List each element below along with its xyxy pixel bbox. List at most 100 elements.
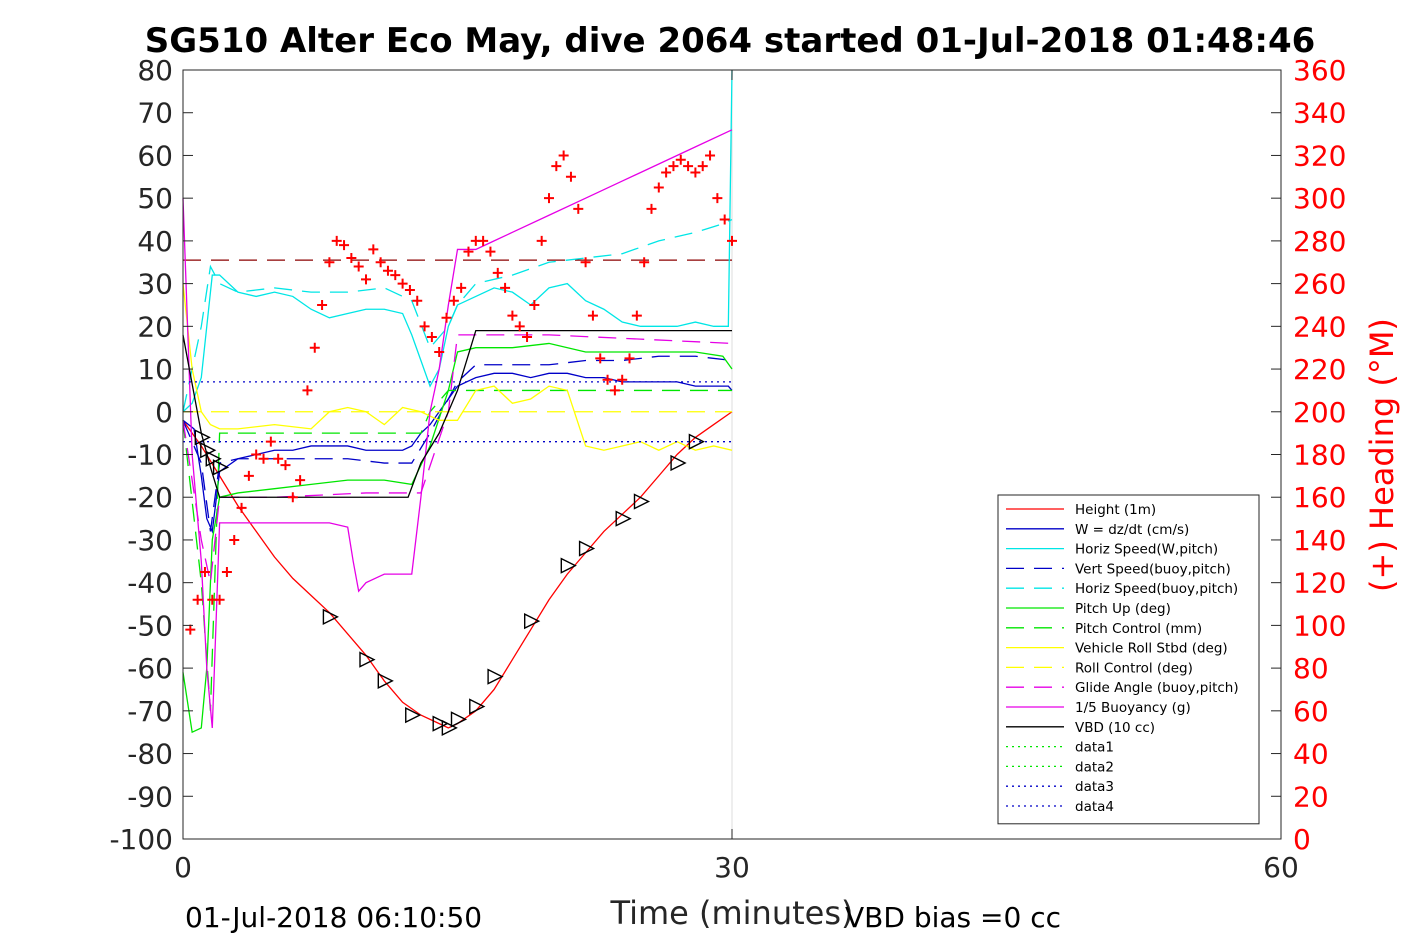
legend-entry: 1/5 Buoyancy (g) [1075, 700, 1191, 716]
heading-point [265, 436, 276, 447]
heading-point [397, 278, 408, 289]
heading-point [551, 161, 562, 172]
heading-point [221, 566, 232, 577]
y-tick-label: 10 [137, 353, 173, 386]
y2-tick-label: 40 [1293, 738, 1329, 771]
direction-marker [405, 706, 422, 724]
heading-point [448, 295, 459, 306]
direction-marker [194, 429, 211, 446]
heading-point [199, 566, 210, 577]
heading-point [390, 270, 401, 281]
axes [182, 69, 1282, 840]
y-tick-label: -70 [127, 695, 173, 728]
y-tick-label: 70 [137, 97, 173, 130]
direction-marker [441, 719, 458, 737]
direction-marker [688, 433, 705, 450]
y2-tick-label: 340 [1293, 97, 1346, 130]
heading-point [668, 161, 679, 172]
heading-point [485, 246, 496, 257]
heading-point [185, 624, 196, 635]
heading-point [236, 502, 247, 513]
y-tick-label: -40 [127, 567, 173, 600]
direction-marker [670, 454, 687, 472]
series-line-10 [182, 129, 733, 728]
y-tick-label: -60 [127, 652, 173, 685]
legend-entry: Roll Control (deg) [1075, 660, 1193, 676]
y-tick-label: 80 [137, 54, 173, 87]
heading-point [456, 282, 467, 293]
heading-point [690, 167, 701, 178]
series-line-3 [182, 355, 733, 532]
direction-marker [633, 493, 651, 510]
y-tick-label: 20 [137, 310, 173, 343]
heading-point [229, 534, 240, 545]
y-tick-label: 40 [137, 225, 173, 258]
y2-tick-label: 100 [1293, 609, 1346, 642]
y-tick-label: -30 [127, 524, 173, 557]
heading-point [492, 267, 503, 278]
direction-marker [377, 672, 394, 690]
heading-point [536, 235, 547, 246]
direction-marker [200, 442, 217, 459]
direction-marker [212, 459, 230, 476]
legend-entry: Height (1m) [1075, 502, 1156, 518]
heading-point [565, 171, 576, 182]
heading-point [712, 193, 723, 204]
legend-entry: Horiz Speed(W,pitch) [1075, 542, 1218, 558]
heading-point [675, 154, 686, 165]
heading-point [214, 594, 225, 605]
legend-entry: Pitch Control (mm) [1075, 621, 1202, 637]
y2-tick-label: 260 [1293, 268, 1346, 301]
heading-point [302, 385, 313, 396]
y-tick-label: -20 [127, 481, 173, 514]
y2-tick-label: 320 [1293, 139, 1346, 172]
heading-point [580, 257, 591, 268]
heading-point [478, 235, 489, 246]
legend-entry: VBD (10 cc) [1075, 720, 1155, 736]
direction-marker [560, 557, 577, 574]
y2-tick-label: 60 [1293, 695, 1329, 728]
direction-marker [322, 608, 339, 625]
direction-marker [578, 540, 596, 557]
y2-tick-label: 240 [1293, 310, 1346, 343]
heading-point [507, 310, 518, 321]
y2-tick-label: 140 [1293, 524, 1346, 557]
y-tick-label: 30 [137, 268, 173, 301]
heading-point [361, 274, 371, 285]
direction-marker [524, 612, 541, 630]
y2-tick-label: 20 [1293, 780, 1329, 813]
legend-entry: data4 [1075, 799, 1114, 815]
heading-point [192, 594, 203, 605]
legend-entry: W = dz/dt (cm/s) [1075, 522, 1189, 538]
y-tick-label: -80 [127, 738, 173, 771]
y-tick-label: 60 [137, 139, 173, 172]
heading-point [514, 321, 525, 332]
x-axis-label: Time (minutes) [610, 894, 854, 932]
heading-point [646, 203, 657, 214]
y-tick-label: -10 [127, 439, 173, 472]
heading-point [441, 312, 452, 323]
heading-point [653, 182, 664, 193]
direction-marker [615, 510, 632, 527]
y2-tick-label: 160 [1293, 481, 1346, 514]
heading-point [609, 385, 620, 396]
y-tick-label: -50 [127, 609, 173, 642]
y2-tick-label: 200 [1293, 396, 1346, 429]
legend-box [997, 494, 1260, 825]
heading-point [463, 246, 474, 257]
heading-point [595, 353, 606, 364]
heading-point [382, 265, 393, 276]
heading-point [368, 244, 379, 255]
heading-point [324, 257, 335, 268]
legend-entry: data2 [1075, 759, 1114, 775]
heading-point [287, 492, 298, 503]
heading-point [434, 346, 445, 357]
y2-axis-label: (+) Heading (°M) [1363, 318, 1401, 592]
heading-point [412, 295, 423, 306]
heading-point [331, 235, 342, 246]
series-line-9 [182, 334, 733, 583]
heading-point [624, 353, 635, 364]
direction-marker [469, 698, 486, 715]
direction-marker [359, 651, 376, 668]
